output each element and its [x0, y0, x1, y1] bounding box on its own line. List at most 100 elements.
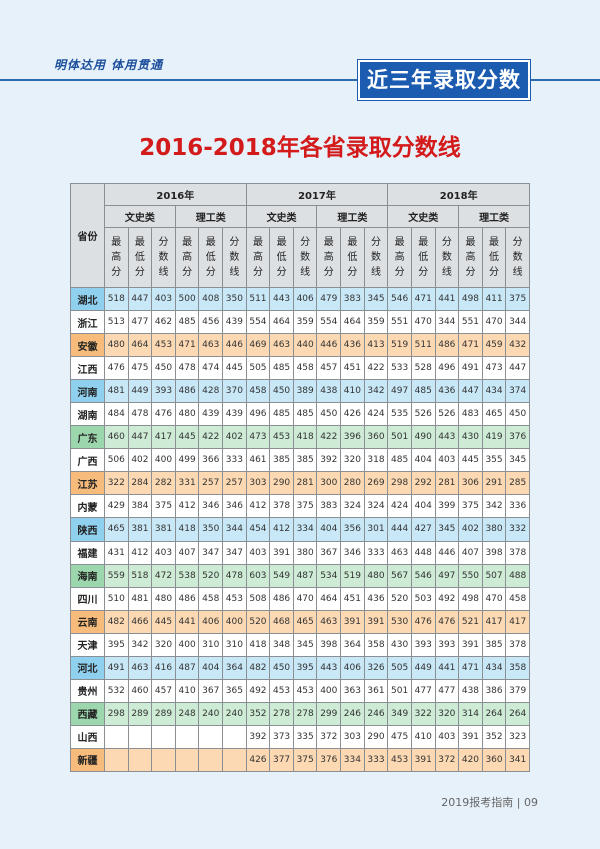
table-row: 河南 481 449 393 486 428 370 458 450 389 438 410 342 49… [70, 379, 530, 404]
score-cell: 289 [151, 701, 176, 726]
province-cell: 新疆 [70, 747, 105, 773]
score-cell: 358 [363, 632, 389, 657]
score-cell: 481 [127, 586, 153, 611]
score-cell: 465 [104, 517, 129, 542]
score-cell: 410 [410, 724, 436, 749]
score-cell: 320 [340, 448, 365, 473]
score-cell: 298 [104, 701, 129, 726]
score-cell: 257 [198, 471, 224, 496]
table-row: 江西 476 475 450 478 474 445 505 485 458 457 451 422 53… [70, 356, 530, 381]
score-cell: 478 [222, 563, 247, 588]
score-cell: 488 [505, 563, 530, 588]
category-header: 理工类 [316, 205, 389, 228]
score-cell: 320 [151, 632, 176, 657]
score-cell: 446 [434, 540, 460, 565]
score-cell: 416 [151, 655, 176, 680]
column-header-char: 线 [371, 267, 381, 278]
score-cell: 299 [316, 701, 342, 726]
column-header-char: 数 [371, 252, 381, 263]
score-cell: 443 [316, 655, 342, 680]
score-cell: 526 [410, 402, 436, 427]
score-cell [198, 747, 224, 773]
column-header: 最高分 [174, 227, 200, 288]
score-cell: 486 [174, 379, 200, 404]
column-header-char: 数 [512, 252, 523, 263]
score-cell: 533 [387, 356, 412, 381]
score-cell: 376 [505, 425, 530, 450]
score-cell: 314 [458, 701, 483, 726]
score-cell: 406 [198, 609, 224, 634]
score-cell: 440 [292, 333, 318, 358]
province-cell: 福建 [70, 540, 105, 565]
score-cell: 458 [245, 379, 271, 404]
score-cell: 457 [151, 678, 176, 703]
score-cell: 427 [410, 517, 436, 542]
province-cell: 广西 [70, 448, 105, 473]
score-cell: 411 [481, 286, 507, 312]
score-cell: 285 [505, 471, 530, 496]
score-cell: 378 [505, 632, 530, 657]
score-cell: 473 [481, 356, 507, 381]
score-cell: 453 [269, 425, 294, 450]
score-cell: 345 [434, 517, 460, 542]
score-cell: 269 [363, 471, 389, 496]
column-header-char: 最 [276, 237, 287, 248]
province-cell: 广东 [70, 425, 105, 450]
score-cell: 482 [245, 655, 271, 680]
province-cell: 江西 [70, 356, 105, 381]
score-cell: 546 [410, 563, 436, 588]
score-cell: 284 [127, 471, 153, 496]
column-header-char: 分 [205, 267, 216, 278]
score-cell: 500 [174, 286, 200, 312]
score-cell: 530 [387, 609, 412, 634]
score-cell: 301 [363, 517, 389, 542]
score-cell: 400 [222, 609, 247, 634]
score-cell: 449 [127, 379, 153, 404]
column-header-char: 分 [182, 267, 193, 278]
score-cell: 402 [458, 517, 483, 542]
table-row: 广西 506 402 400 499 366 333 461 385 385 392 320 318 48… [70, 448, 530, 473]
column-header-char: 分 [111, 267, 122, 278]
score-cell: 403 [434, 724, 460, 749]
score-cell: 439 [222, 310, 247, 335]
column-header: 最低分 [198, 227, 224, 288]
score-cell: 373 [269, 724, 294, 749]
score-cell [104, 747, 129, 773]
province-cell: 河北 [70, 655, 105, 680]
score-cell: 450 [505, 402, 530, 427]
score-cell: 384 [127, 494, 153, 519]
column-header: 分数线 [505, 227, 530, 288]
score-cell: 375 [458, 494, 483, 519]
column-header-char: 最 [347, 237, 358, 248]
score-cell: 439 [222, 402, 247, 427]
column-header: 最高分 [458, 227, 483, 288]
score-cell: 471 [458, 655, 483, 680]
score-cell: 403 [245, 540, 271, 565]
score-cell: 470 [481, 310, 507, 335]
score-cell: 468 [269, 609, 294, 634]
column-header-char: 高 [323, 252, 334, 263]
score-cell: 460 [127, 678, 153, 703]
score-cell: 491 [104, 655, 129, 680]
score-cell: 430 [458, 425, 483, 450]
score-cell: 417 [505, 609, 530, 634]
score-cell: 417 [151, 425, 176, 450]
column-header-char: 线 [229, 267, 240, 278]
score-cell: 375 [292, 494, 318, 519]
category-header: 理工类 [458, 205, 530, 228]
year-header: 2017年 [245, 183, 389, 206]
table-row: 四川 510 481 480 486 458 453 508 486 470 464 451 436 52… [70, 586, 530, 611]
score-cell: 341 [505, 747, 530, 773]
score-cell: 477 [434, 678, 460, 703]
score-cell: 528 [410, 356, 436, 381]
score-cell: 456 [198, 310, 224, 335]
score-cell: 447 [127, 286, 153, 312]
score-cell: 465 [292, 609, 318, 634]
column-header: 最低分 [340, 227, 365, 288]
column-header-char: 分 [489, 267, 500, 278]
score-cell: 380 [481, 517, 507, 542]
score-cell: 463 [269, 333, 294, 358]
column-header-char: 低 [418, 252, 429, 263]
table-row: 安徽 480 464 453 471 463 446 469 463 440 446 436 413 51… [70, 333, 530, 358]
column-header-char: 分 [347, 267, 358, 278]
